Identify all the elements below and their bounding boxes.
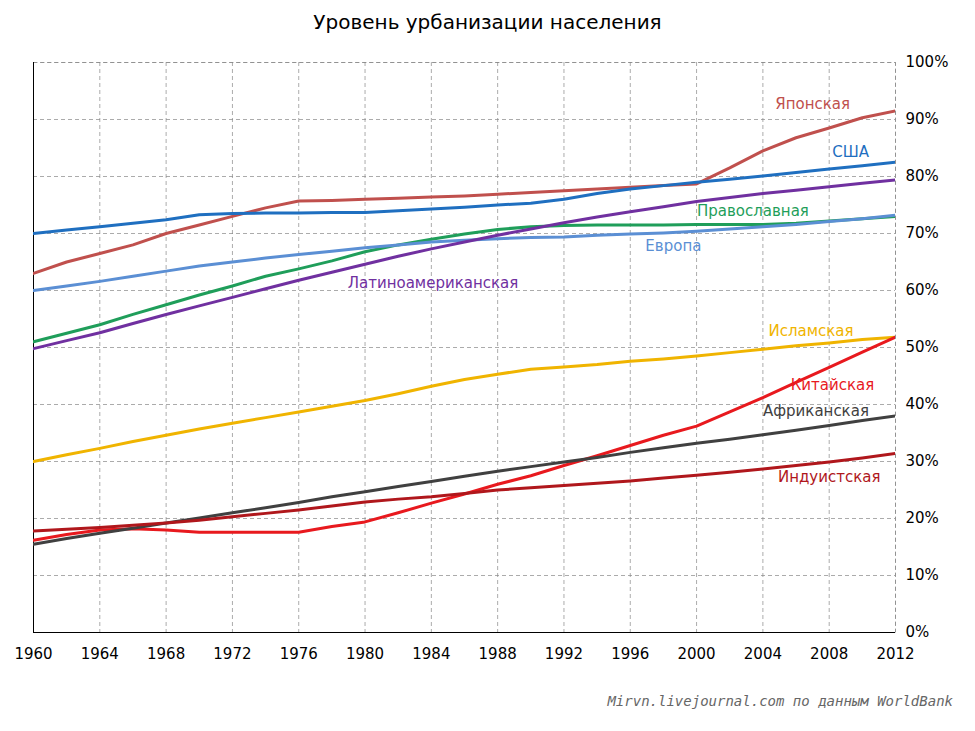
svg-text:80%: 80% — [906, 167, 939, 185]
svg-text:1968: 1968 — [147, 645, 185, 663]
svg-text:1976: 1976 — [280, 645, 318, 663]
svg-text:90%: 90% — [906, 110, 939, 128]
svg-text:США: США — [832, 143, 870, 161]
svg-text:Африканская: Африканская — [763, 402, 869, 420]
svg-text:0%: 0% — [906, 623, 930, 641]
svg-text:Индуистская: Индуистская — [778, 468, 881, 486]
svg-text:1988: 1988 — [479, 645, 517, 663]
svg-text:Европа: Европа — [645, 237, 701, 255]
svg-text:1980: 1980 — [346, 645, 384, 663]
svg-text:2004: 2004 — [744, 645, 782, 663]
svg-text:100%: 100% — [906, 53, 949, 71]
svg-text:40%: 40% — [906, 395, 939, 413]
svg-text:1984: 1984 — [412, 645, 450, 663]
svg-text:20%: 20% — [906, 509, 939, 527]
svg-text:2000: 2000 — [677, 645, 715, 663]
svg-text:10%: 10% — [906, 566, 939, 584]
svg-text:Китайская: Китайская — [791, 376, 875, 394]
svg-text:Православная: Православная — [697, 202, 809, 220]
svg-text:1972: 1972 — [213, 645, 251, 663]
svg-text:Латиноамериканская: Латиноамериканская — [348, 274, 519, 292]
svg-text:2012: 2012 — [876, 645, 914, 663]
svg-text:1992: 1992 — [545, 645, 583, 663]
html-text:Mirvn.livejournal.com по данны: Mirvn.livejournal.com по данным WorldBan… — [607, 693, 953, 709]
svg-text:50%: 50% — [906, 338, 939, 356]
svg-text:60%: 60% — [906, 281, 939, 299]
svg-text:30%: 30% — [906, 452, 939, 470]
svg-text:1964: 1964 — [81, 645, 119, 663]
svg-text:70%: 70% — [906, 224, 939, 242]
svg-text:Исламская: Исламская — [768, 322, 853, 340]
svg-text:1996: 1996 — [611, 645, 649, 663]
html-text:Уровень урбанизации населения: Уровень урбанизации населения — [313, 10, 662, 34]
svg-text:2008: 2008 — [810, 645, 848, 663]
svg-text:1960: 1960 — [14, 645, 52, 663]
svg-text:Японская: Японская — [775, 95, 850, 113]
